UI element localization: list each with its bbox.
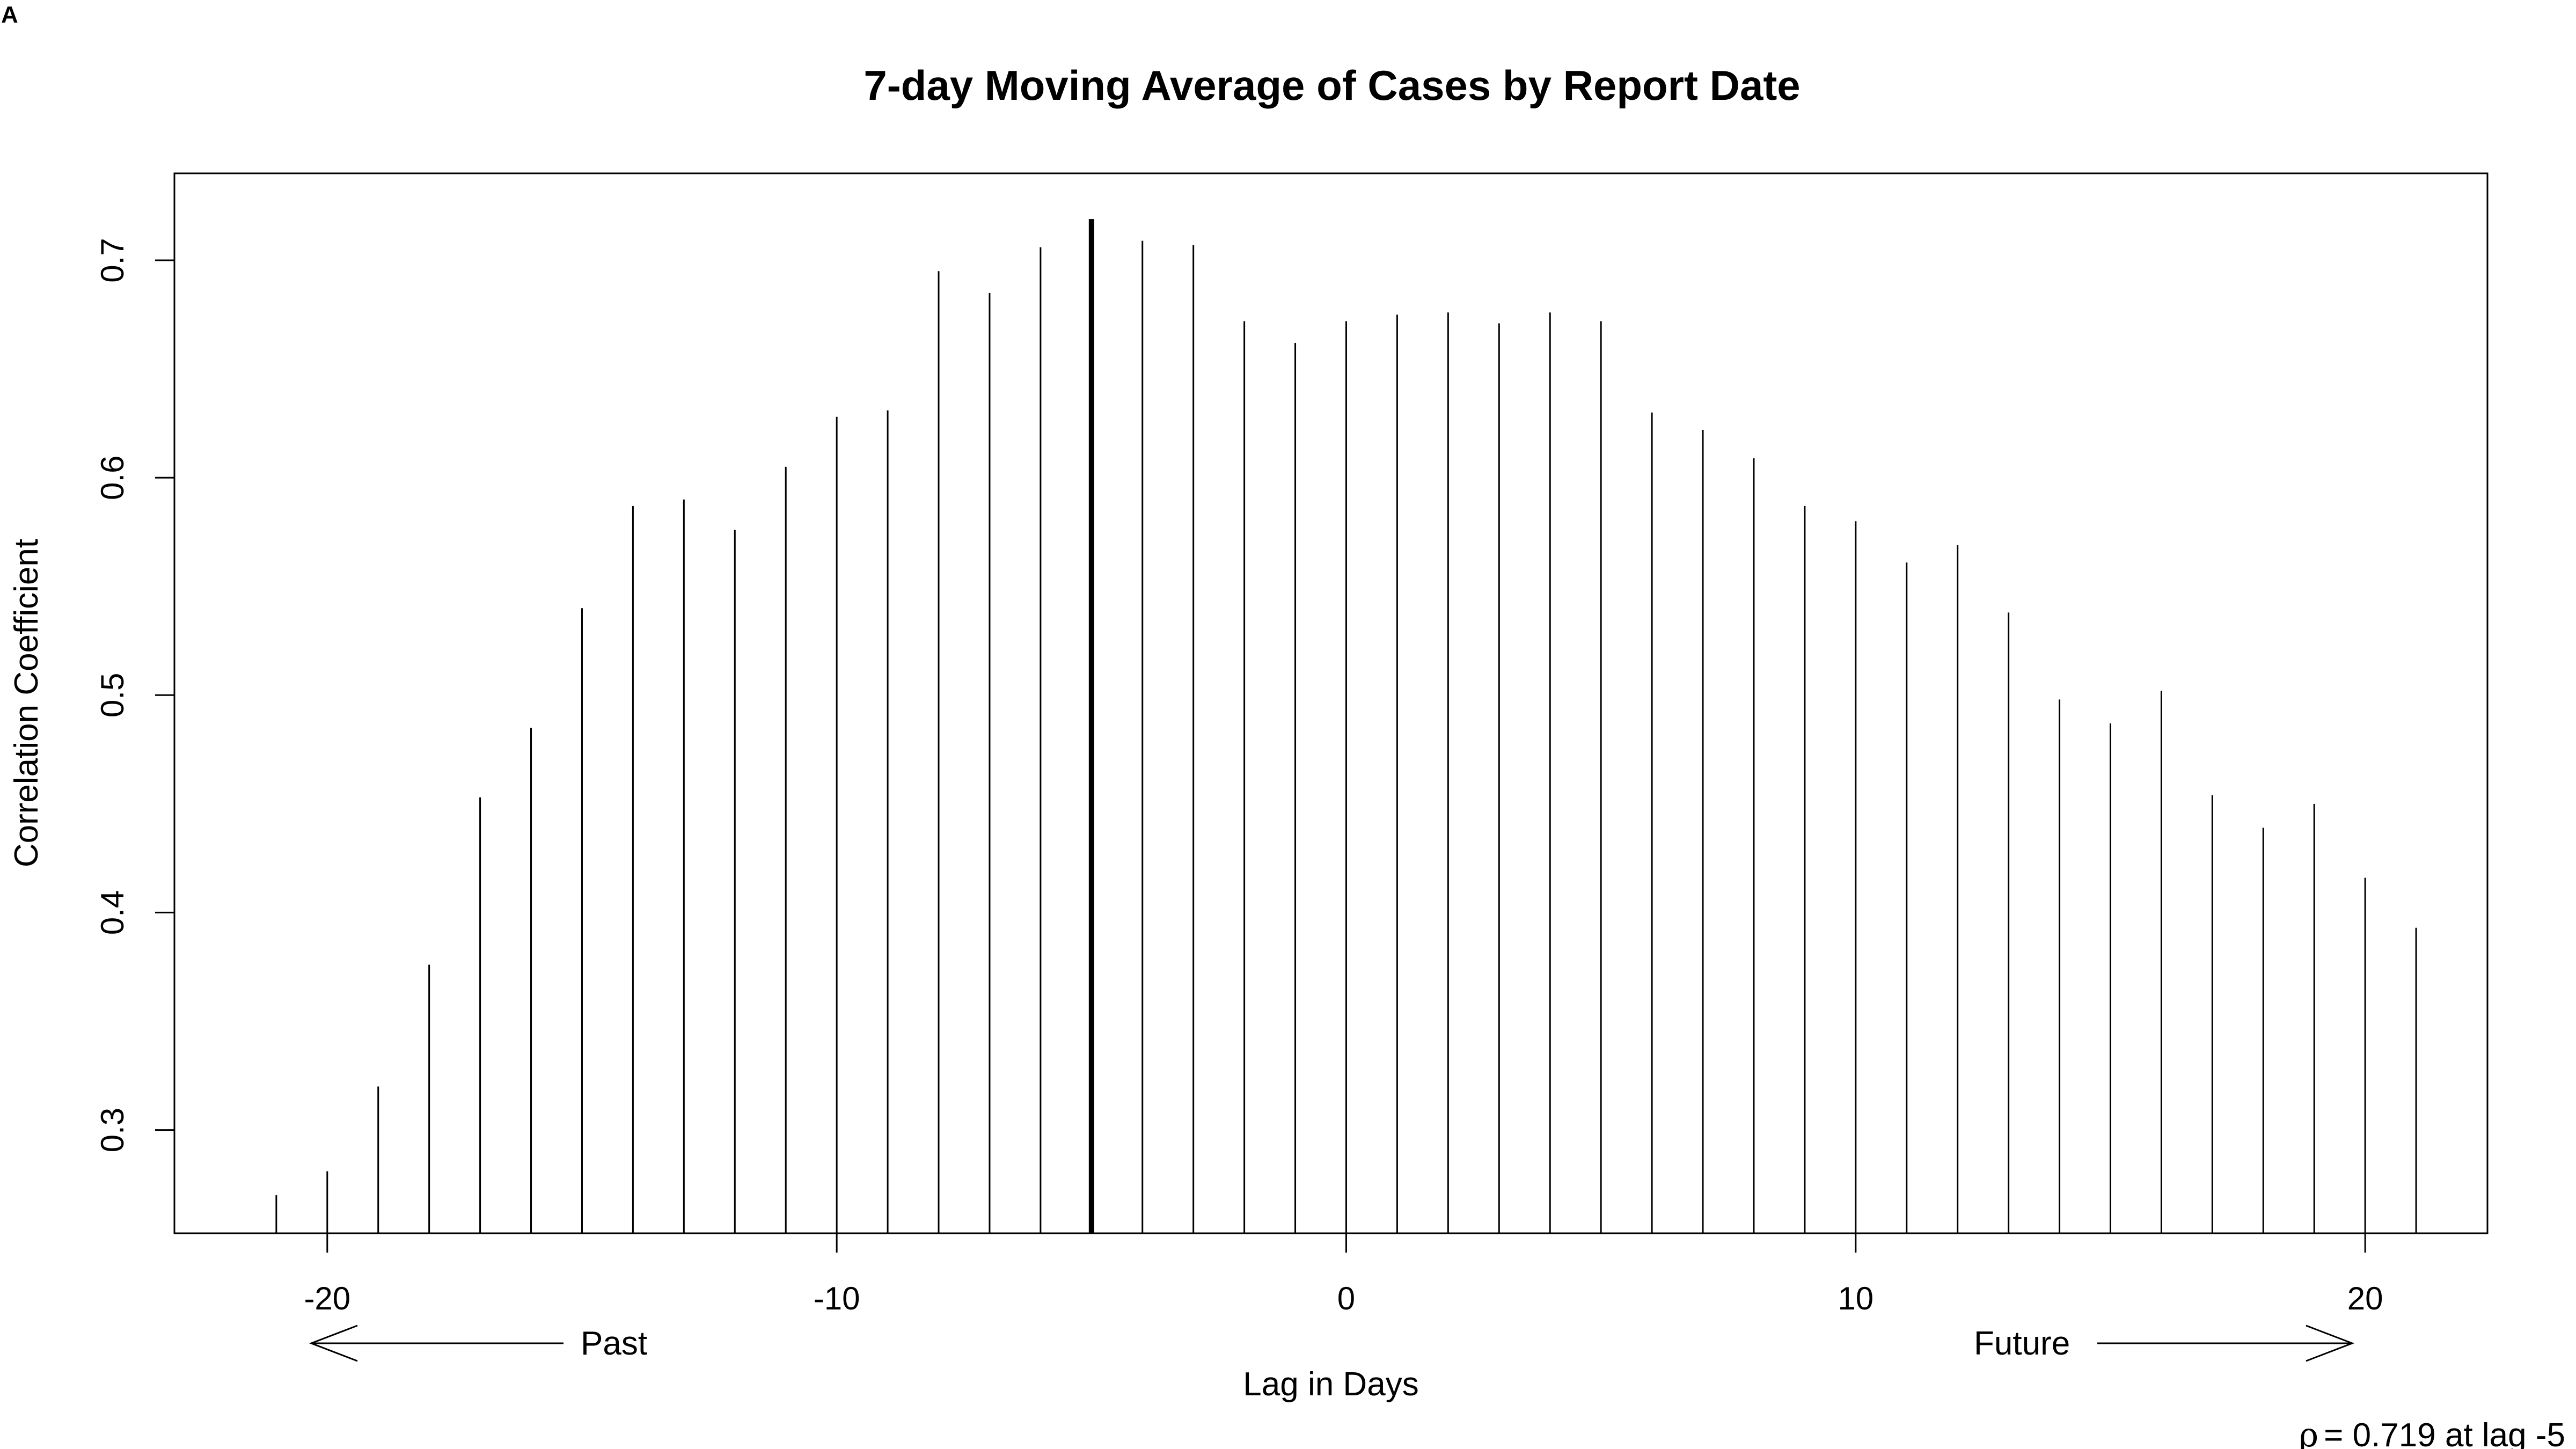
x-tick-label: 0 <box>1337 1280 1355 1316</box>
plot-frame <box>173 172 2489 1234</box>
x-axis-label: Lag in Days <box>1243 1366 1418 1403</box>
y-tick-label: 0.6 <box>94 455 130 500</box>
x-tick-label: 20 <box>2347 1280 2383 1316</box>
past-label: Past <box>581 1325 647 1362</box>
rho-annotation: ρ = 0.719 at lag -5 <box>2299 1415 2565 1449</box>
y-axis-label: Correlation Coefficient <box>8 539 45 867</box>
bar-series <box>275 219 2417 1233</box>
y-tick-label: 0.3 <box>94 1108 130 1152</box>
past-arrow <box>309 1324 564 1362</box>
rho-text: = 0.719 at lag -5 <box>2324 1417 2565 1449</box>
panel-label: A <box>1 2 18 28</box>
rho-symbol: ρ <box>2299 1415 2318 1449</box>
x-tick-label: -10 <box>814 1280 860 1316</box>
future-label: Future <box>1974 1325 2070 1362</box>
y-axis: 0.3 0.4 0.5 0.6 0.7 <box>94 238 175 1152</box>
chart-title: 7-day Moving Average of Cases by Report … <box>863 62 1800 109</box>
x-axis: -20 -10 0 10 20 <box>304 1232 2383 1316</box>
y-tick-label: 0.5 <box>94 673 130 718</box>
y-tick-label: 0.7 <box>94 238 130 282</box>
x-tick-label: 10 <box>1838 1280 1874 1316</box>
x-tick-label: -20 <box>304 1280 350 1316</box>
y-tick-label: 0.4 <box>94 890 130 935</box>
future-arrow <box>2097 1324 2355 1362</box>
